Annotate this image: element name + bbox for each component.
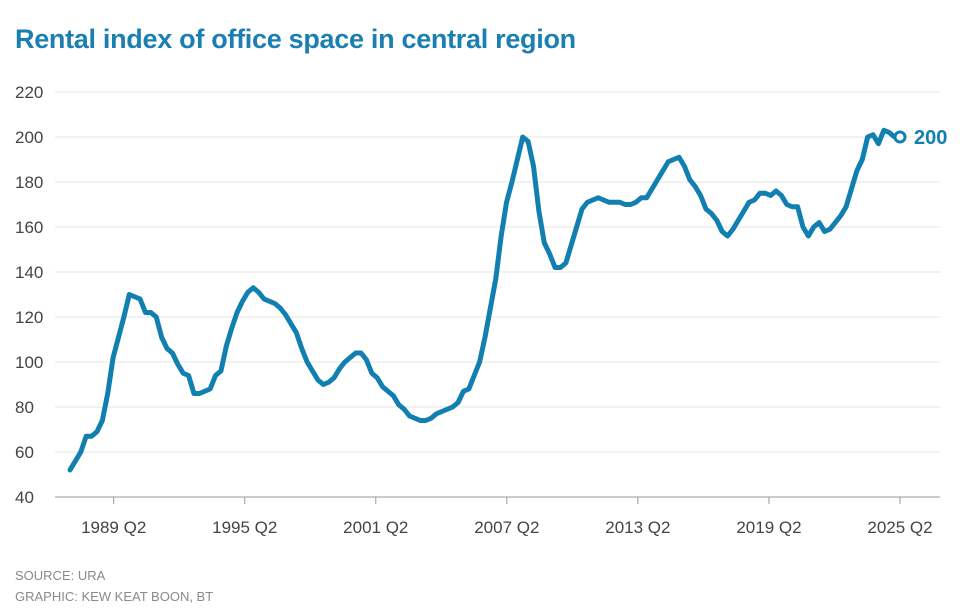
y-tick-label: 200 xyxy=(15,128,43,147)
y-tick-label: 80 xyxy=(15,398,34,417)
y-tick-label: 120 xyxy=(15,308,43,327)
y-tick-label: 100 xyxy=(15,353,43,372)
y-tick-label: 140 xyxy=(15,263,43,282)
y-tick-label: 220 xyxy=(15,83,43,102)
series-line xyxy=(67,127,903,473)
x-tick-label: 2013 Q2 xyxy=(605,518,670,537)
source-note: SOURCE: URA xyxy=(15,568,106,583)
x-tick-label: 2019 Q2 xyxy=(736,518,801,537)
y-tick-label: 40 xyxy=(15,488,34,507)
x-tick-label: 1989 Q2 xyxy=(81,518,146,537)
x-tick-label: 1995 Q2 xyxy=(212,518,277,537)
chart-title: Rental index of office space in central … xyxy=(15,24,576,54)
x-tick-label: 2001 Q2 xyxy=(343,518,408,537)
y-tick-label: 160 xyxy=(15,218,43,237)
x-tick-label: 2007 Q2 xyxy=(474,518,539,537)
end-point-marker xyxy=(893,130,907,144)
graphic-credit: GRAPHIC: KEW KEAT BOON, BT xyxy=(15,589,214,604)
end-value-label: 200 xyxy=(914,127,947,149)
y-tick-label: 60 xyxy=(15,443,34,462)
y-tick-label: 180 xyxy=(15,173,43,192)
x-tick-label: 2025 Q2 xyxy=(867,518,932,537)
